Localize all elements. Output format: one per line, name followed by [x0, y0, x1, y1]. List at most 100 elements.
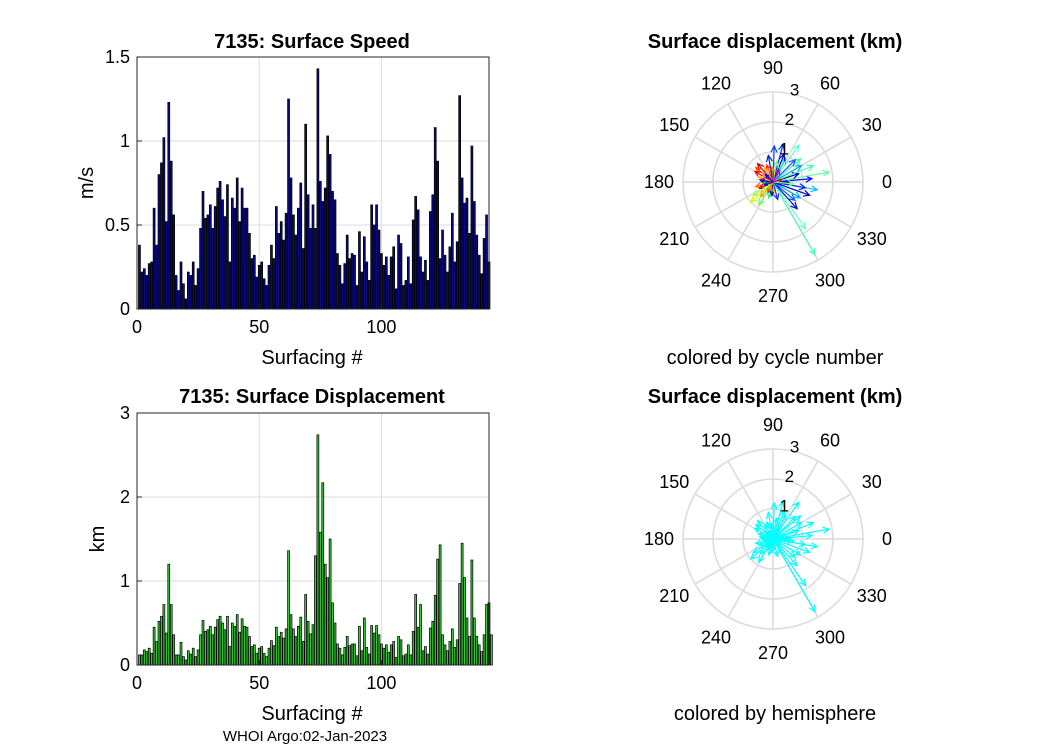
- speed-bar-chart: 7135: Surface Speed Surfacing # m/s 0 50 1…: [76, 31, 491, 369]
- displacement-arrow: [772, 181, 811, 197]
- polar-hemisphere-chart: Surface displacement (km) colored by hem…: [644, 386, 902, 725]
- arrow-head: [770, 144, 778, 153]
- bar: [475, 234, 479, 310]
- displacement-arrow: [772, 164, 803, 183]
- bar: [370, 204, 373, 310]
- y-tick-label: 3: [120, 403, 130, 423]
- bar: [177, 290, 180, 310]
- bar: [262, 278, 266, 310]
- arrow-head: [770, 501, 778, 510]
- bar: [157, 620, 161, 666]
- arrow-head: [792, 501, 800, 510]
- bar: [165, 221, 168, 310]
- polar-theta-label: 300: [815, 628, 845, 648]
- bar: [414, 196, 417, 310]
- arrow-shaft: [772, 164, 802, 183]
- bar: [235, 614, 239, 666]
- bar: [404, 653, 408, 666]
- arrow-shaft: [772, 181, 807, 230]
- bar: [411, 219, 415, 310]
- bar: [272, 645, 276, 666]
- arrow-head: [753, 527, 762, 535]
- bar: [402, 655, 405, 666]
- arrow-shaft: [772, 181, 816, 256]
- bar: [480, 651, 483, 666]
- arrow-shaft: [772, 153, 785, 183]
- bar: [416, 626, 420, 666]
- displacement-arrow: [770, 501, 778, 540]
- bar: [209, 204, 212, 310]
- polar-r-tick-label: 1: [779, 496, 788, 515]
- polar-theta-label: 270: [758, 643, 788, 663]
- bar: [270, 244, 273, 310]
- arrow-head: [788, 515, 797, 524]
- bar: [321, 201, 325, 310]
- bar: [463, 202, 466, 310]
- arrow-head: [769, 543, 773, 548]
- arrow-shaft: [772, 170, 781, 183]
- arrow-shaft: [765, 531, 774, 540]
- bar: [455, 639, 459, 666]
- bar: [238, 631, 241, 666]
- displacement-arrow: [772, 158, 797, 183]
- displacement-arrow: [769, 181, 774, 191]
- arrow-head: [769, 186, 773, 191]
- bar: [187, 271, 190, 310]
- bar: [350, 643, 354, 666]
- displacement-arrow: [772, 526, 781, 540]
- bar: [140, 271, 144, 310]
- bar: [382, 264, 386, 310]
- arrow-head: [753, 170, 762, 178]
- arrow-shaft: [772, 181, 801, 199]
- bar: [191, 647, 195, 666]
- bar: [155, 244, 158, 310]
- bar: [238, 221, 241, 310]
- bar: [426, 653, 430, 666]
- speed-chart-ylabel: m/s: [76, 167, 98, 199]
- bar: [250, 646, 254, 666]
- bar: [297, 626, 300, 666]
- bar: [482, 238, 486, 310]
- bar: [355, 655, 359, 666]
- bar: [257, 264, 261, 310]
- polar-r-tick-label: 3: [790, 437, 799, 456]
- bar: [385, 644, 388, 666]
- bar: [431, 620, 435, 666]
- polar-theta-label: 30: [862, 115, 882, 135]
- arrow-shaft: [772, 181, 798, 210]
- bar: [287, 550, 290, 666]
- bar: [436, 160, 439, 310]
- bar: [372, 224, 376, 310]
- bar: [316, 434, 320, 666]
- bar: [343, 647, 347, 666]
- bar: [172, 634, 175, 666]
- bar: [394, 288, 398, 310]
- displacement-arrow: [772, 538, 811, 554]
- bar: [255, 276, 259, 310]
- bar: [314, 555, 317, 666]
- bar: [399, 639, 403, 666]
- polar-cycle-chart: Surface displacement (km) colored by cyc…: [644, 31, 902, 369]
- bar: [138, 244, 141, 310]
- polar-theta-label: 180: [644, 172, 674, 192]
- arrow-shaft: [772, 538, 816, 613]
- bar: [385, 256, 388, 310]
- bar: [375, 204, 378, 310]
- speed-chart-title: 7135: Surface Speed: [214, 31, 410, 53]
- bar: [147, 647, 151, 666]
- arrow-head: [778, 509, 786, 519]
- arrow-shaft: [772, 538, 807, 587]
- bar: [424, 646, 427, 666]
- bar: [458, 95, 461, 310]
- arrow-head: [808, 604, 816, 613]
- polar-cycle-subtitle: colored by cycle number: [667, 347, 884, 369]
- bar: [287, 98, 290, 310]
- bar: [191, 261, 195, 310]
- bar: [338, 264, 342, 310]
- bar: [448, 246, 452, 310]
- bar: [441, 634, 444, 666]
- bar: [421, 650, 425, 666]
- bar: [162, 604, 166, 666]
- bar: [292, 214, 295, 310]
- arrow-head: [778, 152, 786, 162]
